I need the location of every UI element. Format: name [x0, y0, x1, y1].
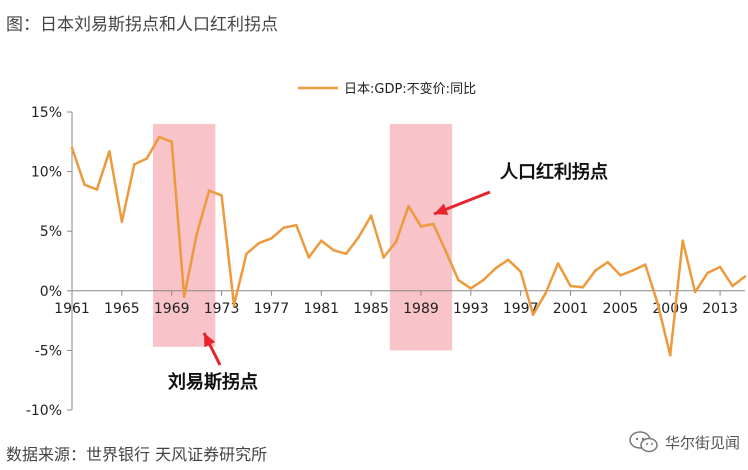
annotations: 刘易斯拐点 人口红利拐点 — [168, 161, 608, 393]
line-chart: -10% -5% 0% 5% 10% 15% 1961 1965 1969 1973 1977 198… — [26, 81, 747, 419]
data-point — [369, 214, 373, 218]
x-tick-label: 1989 — [403, 301, 439, 317]
data-point — [133, 163, 136, 166]
legend: 日本:GDP:不变价:同比 — [298, 81, 476, 97]
figure-title: 图：日本刘易斯拐点和人口红利拐点 — [6, 15, 278, 35]
x-tick-label: 1973 — [204, 301, 240, 317]
data-point — [457, 278, 460, 282]
data-point — [120, 220, 124, 223]
data-point — [619, 274, 622, 277]
data-point — [643, 263, 647, 266]
x-tick-label: 1961 — [54, 301, 90, 317]
source-note: 数据来源：世界银行 天风证券研究所 — [6, 445, 268, 464]
y-tick-label: 10% — [31, 165, 62, 181]
data-point — [344, 252, 348, 256]
data-point — [606, 260, 610, 264]
highlight-region-1 — [153, 123, 216, 347]
highlight-regions — [153, 123, 453, 351]
y-tick-label: -10% — [26, 403, 62, 419]
data-point — [270, 237, 273, 240]
data-point — [544, 291, 547, 295]
watermark: 华尔街见闻 — [629, 431, 740, 453]
data-point — [718, 265, 722, 269]
highlight-region-2 — [389, 123, 453, 351]
data-series — [70, 135, 747, 357]
data-point — [481, 278, 485, 282]
data-point — [569, 284, 572, 288]
data-point — [668, 353, 672, 357]
data-point — [581, 285, 585, 289]
x-tick-label: 2005 — [603, 301, 639, 317]
data-point — [444, 250, 448, 253]
watermark-text: 华尔街见闻 — [664, 433, 740, 452]
data-point — [170, 140, 174, 144]
data-point — [157, 135, 161, 139]
x-tick-label: 1965 — [104, 301, 140, 317]
x-tick-label: 1993 — [453, 301, 489, 317]
data-point — [83, 183, 86, 187]
data-point — [681, 239, 684, 243]
data-point — [731, 284, 734, 288]
data-point — [407, 204, 410, 208]
x-tick-label: 2009 — [652, 301, 688, 317]
data-point — [506, 258, 510, 262]
data-point — [220, 194, 223, 197]
lewis-point-label: 刘易斯拐点 — [168, 371, 258, 393]
data-point — [70, 146, 74, 150]
data-point — [743, 275, 747, 278]
x-tick-label: 1981 — [303, 301, 339, 317]
data-point — [282, 226, 286, 229]
data-point — [531, 313, 535, 316]
data-point — [419, 225, 423, 228]
data-point — [519, 270, 522, 274]
x-tick-label: 1977 — [254, 301, 290, 317]
legend-label: 日本:GDP:不变价:同比 — [344, 81, 476, 97]
data-point — [556, 262, 560, 265]
x-tick-label: 2001 — [553, 301, 589, 317]
y-tick-label: 5% — [40, 224, 62, 240]
data-point — [182, 295, 186, 299]
data-point — [207, 189, 211, 192]
demographic-dividend-label: 人口红利拐点 — [500, 161, 608, 183]
data-point — [332, 248, 336, 252]
lewis-arrow-head — [204, 333, 216, 348]
data-point — [631, 269, 635, 272]
dividend-arrow-head — [434, 203, 449, 215]
data-point — [594, 269, 597, 272]
data-point — [706, 271, 709, 275]
y-tick-label: -5% — [35, 343, 62, 359]
data-point — [145, 157, 149, 160]
data-point — [195, 233, 198, 237]
data-point — [257, 241, 261, 245]
data-point — [656, 302, 660, 306]
data-point — [394, 240, 398, 244]
data-point — [469, 287, 473, 290]
data-point — [245, 252, 248, 256]
data-point — [693, 290, 697, 294]
data-point — [232, 303, 236, 307]
data-point — [108, 150, 111, 153]
axes: -10% -5% 0% 5% 10% 15% 1961 1965 1969 1973 1977 198… — [26, 105, 745, 419]
x-tick-label: 1985 — [353, 301, 389, 317]
data-point — [319, 239, 323, 243]
data-point — [432, 222, 435, 226]
data-point — [357, 235, 360, 239]
data-point — [295, 223, 298, 227]
y-tick-label: 15% — [31, 105, 62, 121]
y-tick-label: 0% — [40, 284, 62, 300]
data-point — [95, 188, 99, 191]
data-point — [494, 266, 498, 270]
wechat-icon — [629, 431, 658, 453]
data-point — [307, 256, 311, 259]
data-point — [382, 256, 385, 259]
x-tick-label: 1969 — [154, 301, 190, 317]
x-tick-label: 2013 — [702, 301, 738, 317]
